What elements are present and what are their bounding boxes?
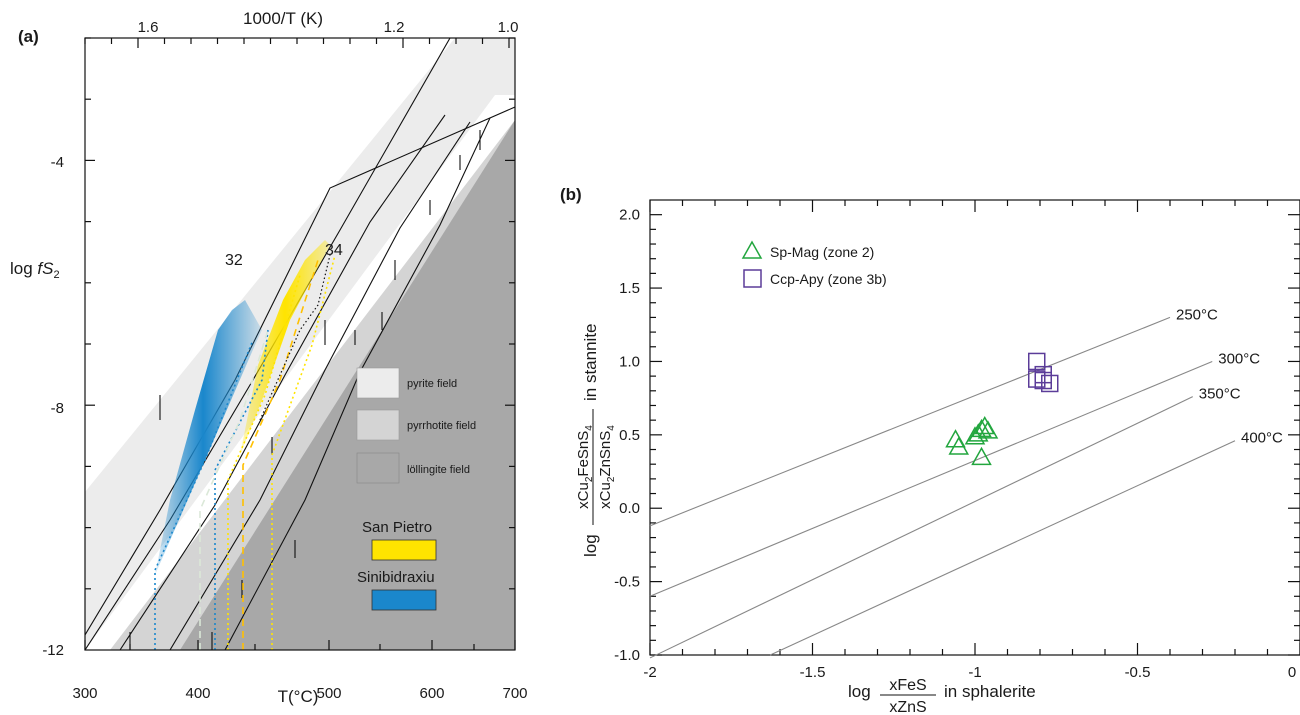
panel-b: (b) -2 -1.5 -1 -0.5 0 2.0 1.5 1.0 0.5 0.0 -0.5 -1.0… <box>560 185 1300 715</box>
b-y-tick-label: 0.0 <box>619 500 640 517</box>
panel-b-label: (b) <box>560 185 582 204</box>
top-axis-label: 1000/T (K) <box>243 9 323 28</box>
isotherm-label: 350°C <box>1199 386 1241 403</box>
y-label-log: log <box>581 534 600 557</box>
data-point-ccp-apy <box>1028 352 1046 371</box>
y-tick-minus8: -8 <box>51 400 64 417</box>
x-label-suffix: in sphalerite <box>944 682 1036 701</box>
data-point-ccp-apy <box>1041 374 1059 393</box>
lollingite-field-region <box>180 120 515 650</box>
isotherm-label: 400°C <box>1241 430 1283 447</box>
panel-a-label: (a) <box>18 27 39 46</box>
x-tick-400: 400 <box>185 685 210 702</box>
legend-b: Sp-Mag (zone 2) Ccp-Apy (zone 3b) <box>741 240 887 288</box>
legend-marker-square <box>743 269 762 288</box>
data-point-ccp-apy <box>1034 371 1052 390</box>
legend-label-sp-mag: Sp-Mag (zone 2) <box>770 244 874 260</box>
top-tick-1.0: 1.0 <box>498 19 519 36</box>
legend-swatch-sinibidraxiu <box>371 589 437 611</box>
b-y-tick-label: -0.5 <box>614 574 640 591</box>
panel-a-ticks <box>84 37 516 650</box>
x-tick-300: 300 <box>72 685 97 702</box>
x-label-denominator: xZnS <box>889 699 926 715</box>
b-y-tick-label: 1.0 <box>619 353 640 370</box>
x-tick-600: 600 <box>419 685 444 702</box>
b-x-tick-label: -1 <box>968 664 981 681</box>
data-point-sp-mag <box>948 436 970 455</box>
legend-label-sinibidraxiu: Sinibidraxiu <box>357 569 435 586</box>
legend-swatch-lollingite <box>356 452 400 484</box>
data-point-sp-mag <box>945 429 966 448</box>
b-x-tick-label: -1.5 <box>800 664 826 681</box>
x-label-numerator: xFeS <box>889 677 926 694</box>
data-point-sp-mag <box>971 418 992 438</box>
data-points <box>945 352 1059 466</box>
top-tick-1.6: 1.6 <box>138 19 159 36</box>
isotherm-label: 300°C <box>1218 350 1260 367</box>
legend-label-ccp-apy: Ccp-Apy (zone 3b) <box>770 271 887 287</box>
x-tick-700: 700 <box>502 685 527 702</box>
pyrite-field-region <box>85 38 515 650</box>
b-x-tick-label: 0 <box>1288 664 1296 681</box>
b-y-tick-label: -1.0 <box>614 647 640 664</box>
x-axis-label-a: T(°C) <box>278 687 319 706</box>
isotherm-line <box>649 360 1213 597</box>
range-boundaries <box>154 254 336 650</box>
legend-label-lollingite: löllingite field <box>407 464 470 476</box>
panel-b-ticks <box>649 200 1300 656</box>
b-x-tick-label: -2 <box>643 664 656 681</box>
y-label-numerator: xCu2FeSnS4 <box>575 425 595 509</box>
x-label-log: log <box>848 682 871 701</box>
legend-label-san-pietro: San Pietro <box>362 519 432 536</box>
legend-marker-triangle <box>741 240 763 259</box>
curve-label-32: 32 <box>225 252 243 269</box>
isotherms: 250°C 300°C 350°C 400°C <box>649 306 1283 659</box>
y-label-suffix: in stannite <box>581 324 600 402</box>
isotherm-line <box>649 316 1171 527</box>
legend-swatch-pyrite <box>356 367 400 399</box>
y-label-denominator: xCu2ZnSnS4 <box>597 425 617 509</box>
panel-a-fields <box>85 38 515 650</box>
legend-a: pyrite field pyrrhotite field löllingite… <box>356 367 476 611</box>
b-y-tick-label: 2.0 <box>619 207 640 224</box>
y-tick-minus12: -12 <box>42 642 64 659</box>
panel-a: (a) <box>10 9 528 706</box>
data-point-ccp-apy <box>1028 370 1046 388</box>
y-axis-label-b: log xCu2FeSnS4 xCu2ZnSnS4 in stannite <box>575 324 617 558</box>
data-point-sp-mag <box>971 446 992 466</box>
top-tick-1.2: 1.2 <box>384 19 405 36</box>
isotherm-line <box>649 396 1193 659</box>
legend-swatch-pyrrhotite <box>356 409 400 441</box>
isotherm-line <box>770 440 1236 656</box>
b-x-tick-label: -0.5 <box>1125 664 1151 681</box>
curve-label-34: 34 <box>325 242 343 259</box>
b-y-tick-label: 0.5 <box>619 427 640 444</box>
x-tick-500: 500 <box>316 685 341 702</box>
data-point-sp-mag <box>977 420 999 439</box>
x-axis-label-b: log xFeS xZnS in sphalerite <box>848 677 1036 715</box>
sinibidraxiu-range <box>155 300 262 575</box>
legend-swatch-san-pietro <box>371 539 437 561</box>
y-axis-label-a: log fS2 <box>10 259 60 281</box>
legend-label-pyrite: pyrite field <box>407 378 457 390</box>
san-pietro-range <box>240 240 330 455</box>
y-tick-minus4: -4 <box>51 154 64 171</box>
isotherm-label: 250°C <box>1176 306 1218 323</box>
panel-b-tick-labels: -2 -1.5 -1 -0.5 0 2.0 1.5 1.0 0.5 0.0 -0.5 -1.0 <box>614 207 1296 681</box>
legend-label-pyrrhotite: pyrrhotite field <box>407 420 476 432</box>
b-y-tick-label: 1.5 <box>619 280 640 297</box>
